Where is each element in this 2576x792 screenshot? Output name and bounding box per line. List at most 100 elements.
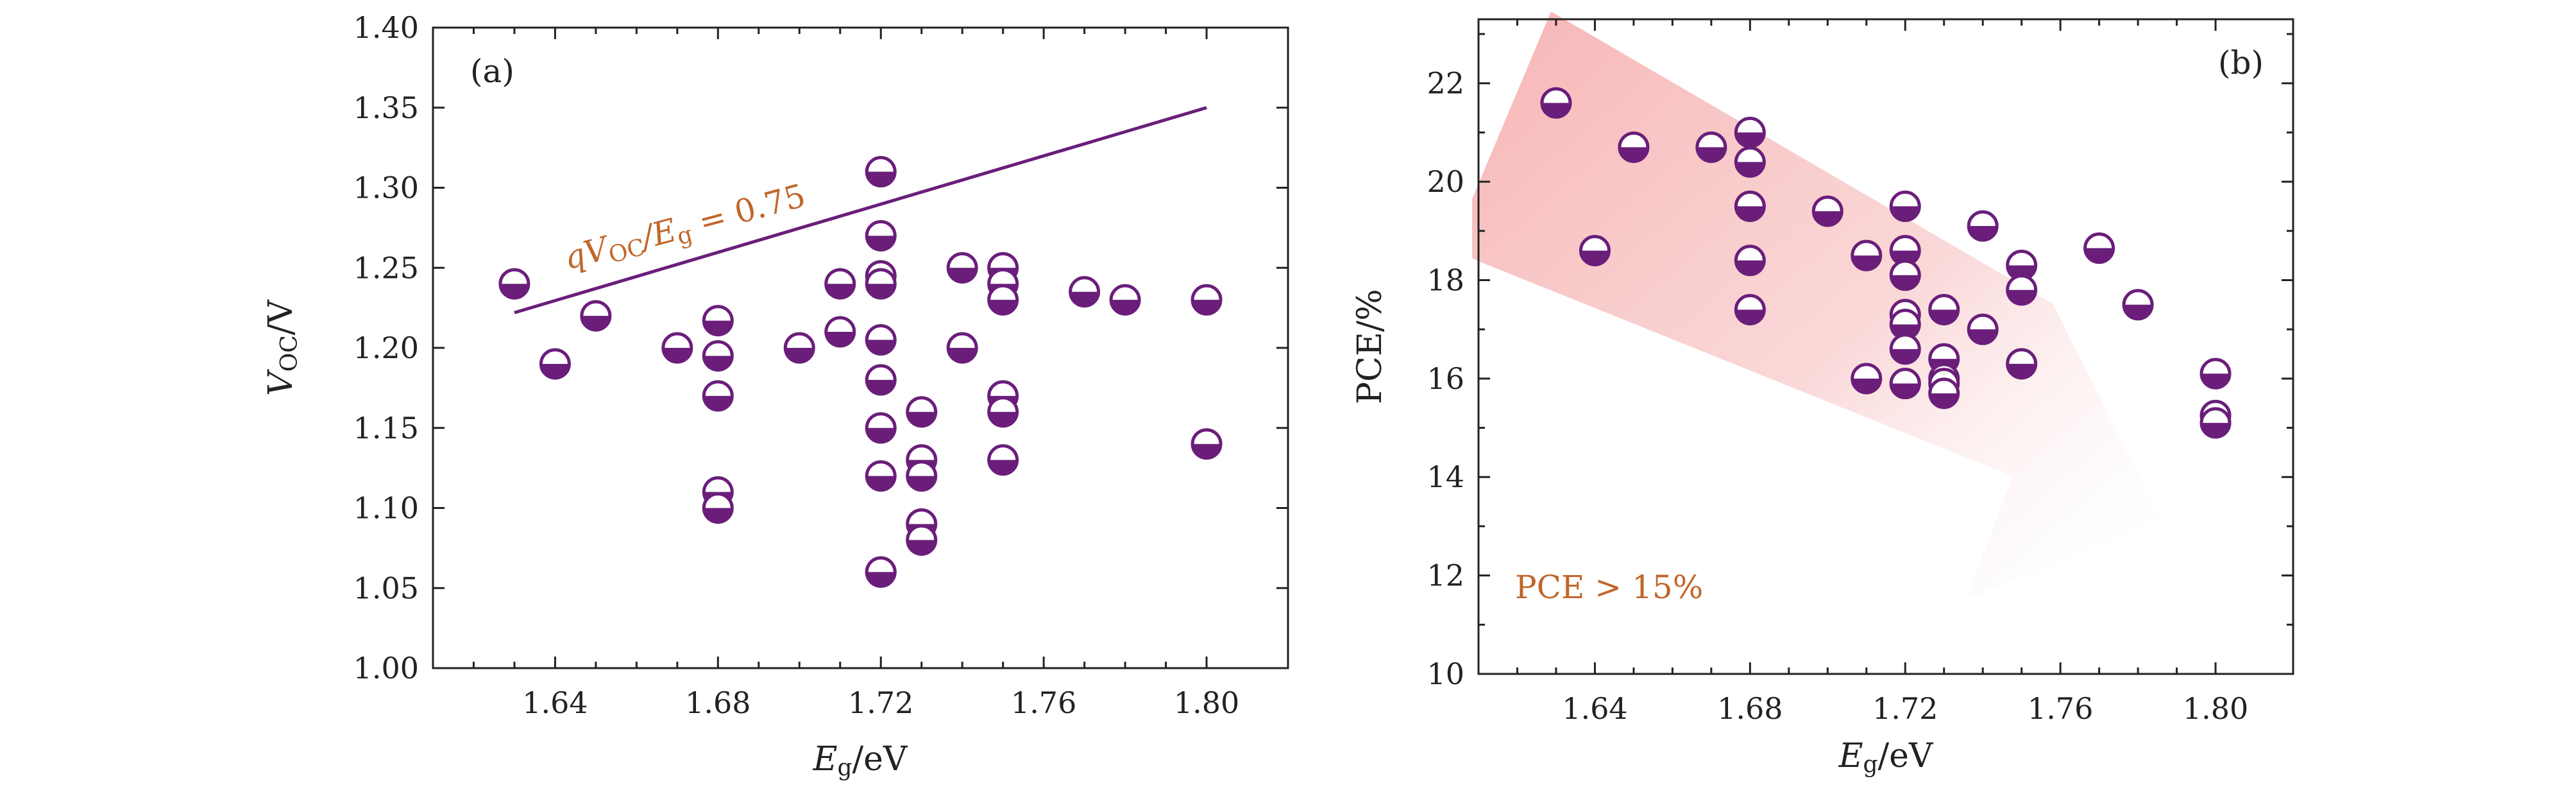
b-data-point xyxy=(2006,348,2038,380)
b-x-tick-label: 1.72 xyxy=(1872,691,1938,726)
panel-a-y-axis-label: VOC/V xyxy=(262,299,303,396)
panel-a-reference-line xyxy=(514,106,1207,314)
b-x-tick-label: 1.64 xyxy=(1562,691,1627,726)
panel-b-y-ticks: 10 12 14 16 18 20 22 xyxy=(1427,33,2293,691)
b-data-point xyxy=(1889,333,1921,365)
panel-b-label: (b) xyxy=(2218,44,2264,82)
b-data-point xyxy=(2122,289,2154,321)
b-data-point xyxy=(1889,190,1921,222)
a-data-point xyxy=(906,396,938,428)
b-data-point xyxy=(2199,357,2232,390)
b-data-point xyxy=(1695,131,1727,163)
a-data-point xyxy=(1069,276,1101,308)
a-x-tick-label: 1.68 xyxy=(685,685,750,720)
b-data-point xyxy=(1967,210,1999,242)
b-y-tick-label: 22 xyxy=(1427,66,1464,101)
a-y-tick-label: 1.10 xyxy=(353,491,419,526)
b-data-point xyxy=(1734,190,1766,222)
a-data-point xyxy=(661,332,693,364)
a-data-point xyxy=(987,396,1019,428)
b-data-point xyxy=(1734,146,1766,178)
panel-b-trend-arrow xyxy=(1472,12,2161,600)
a-data-point xyxy=(865,460,897,492)
b-data-point xyxy=(2006,274,2038,306)
b-data-point xyxy=(1889,368,1921,400)
a-data-point xyxy=(865,412,897,444)
b-y-tick-label: 18 xyxy=(1427,263,1464,297)
a-data-point xyxy=(906,524,938,556)
a-data-point xyxy=(1109,284,1141,316)
b-data-point xyxy=(1851,363,1883,395)
b-data-point xyxy=(1540,87,1572,119)
panel-a-ratio-annotation: qVOC/Eg = 0.75 xyxy=(560,177,810,280)
a-data-point xyxy=(987,284,1019,316)
b-data-point xyxy=(2199,407,2232,439)
b-data-point xyxy=(1618,131,1650,163)
b-y-tick-label: 20 xyxy=(1427,164,1464,199)
a-y-tick-label: 1.00 xyxy=(353,651,419,685)
panel-a: 1.64 1.68 1.72 1.76 1.80 1.00 1.05 1.10 1.15 1.2… xyxy=(262,10,1289,781)
a-data-point xyxy=(1191,284,1223,316)
a-y-tick-label: 1.05 xyxy=(353,571,419,605)
panel-a-x-axis-label: Eg/eV xyxy=(813,740,908,781)
panel-a-frame xyxy=(432,26,1289,669)
a-x-tick-label: 1.72 xyxy=(848,685,913,720)
a-data-point xyxy=(906,460,938,492)
panel-b-pce-annotation: PCE > 15% xyxy=(1515,569,1703,606)
a-x-tick-label: 1.76 xyxy=(1011,685,1076,720)
panel-a-label: (a) xyxy=(470,53,514,90)
a-y-tick-label: 1.20 xyxy=(353,331,419,365)
a-x-tick-label: 1.80 xyxy=(1174,685,1239,720)
a-data-point xyxy=(783,332,815,364)
a-x-tick-label: 1.64 xyxy=(522,685,588,720)
a-y-tick-label: 1.35 xyxy=(353,90,419,125)
b-y-tick-label: 10 xyxy=(1427,657,1464,691)
a-data-point xyxy=(865,364,897,396)
panel-b-x-ticks: 1.64 1.68 1.72 1.76 1.80 xyxy=(1516,19,2248,726)
a-data-point xyxy=(539,348,571,380)
a-data-point xyxy=(865,268,897,300)
a-data-point xyxy=(702,492,734,524)
a-data-point xyxy=(824,268,856,300)
a-data-point xyxy=(498,268,530,300)
b-y-tick-label: 12 xyxy=(1427,558,1464,593)
panel-a-y-ticks: 1.00 1.05 1.10 1.15 1.20 1.25 1.30 1.35 1.40 xyxy=(353,10,1288,685)
a-data-point xyxy=(702,340,734,372)
a-data-point xyxy=(580,300,612,332)
a-y-tick-label: 1.15 xyxy=(353,411,419,445)
b-data-point xyxy=(1928,293,1960,325)
a-data-point xyxy=(865,220,897,252)
b-data-point xyxy=(1734,293,1766,325)
a-data-point xyxy=(865,156,897,188)
panel-b-y-axis-label: PCE/% xyxy=(1351,289,1389,404)
a-data-point xyxy=(702,305,734,337)
a-data-point xyxy=(824,316,856,348)
a-y-tick-label: 1.40 xyxy=(353,10,419,45)
b-data-point xyxy=(1889,259,1921,291)
a-data-point xyxy=(987,444,1019,476)
b-data-point xyxy=(1967,313,1999,345)
a-y-tick-label: 1.30 xyxy=(353,171,419,205)
b-x-tick-label: 1.80 xyxy=(2183,691,2248,726)
b-y-tick-label: 16 xyxy=(1427,361,1464,396)
b-data-point xyxy=(1811,195,1843,227)
a-y-tick-label: 1.25 xyxy=(353,250,419,285)
b-data-point xyxy=(1928,377,1960,409)
b-data-point xyxy=(1851,239,1883,271)
panel-b-frame xyxy=(1477,18,2294,675)
a-data-point xyxy=(702,380,734,412)
b-data-point xyxy=(1734,245,1766,277)
a-data-point xyxy=(1191,428,1223,460)
panel-a-markers xyxy=(498,156,1223,588)
panel-a-x-ticks: 1.64 1.68 1.72 1.76 1.80 xyxy=(472,28,1239,720)
a-data-point xyxy=(865,556,897,588)
a-data-point xyxy=(865,324,897,356)
a-data-point xyxy=(946,332,978,364)
b-x-tick-label: 1.68 xyxy=(1717,691,1783,726)
b-y-tick-label: 14 xyxy=(1427,460,1464,494)
b-data-point xyxy=(1734,116,1766,148)
b-data-point xyxy=(2083,232,2115,264)
b-x-tick-label: 1.76 xyxy=(2028,691,2093,726)
